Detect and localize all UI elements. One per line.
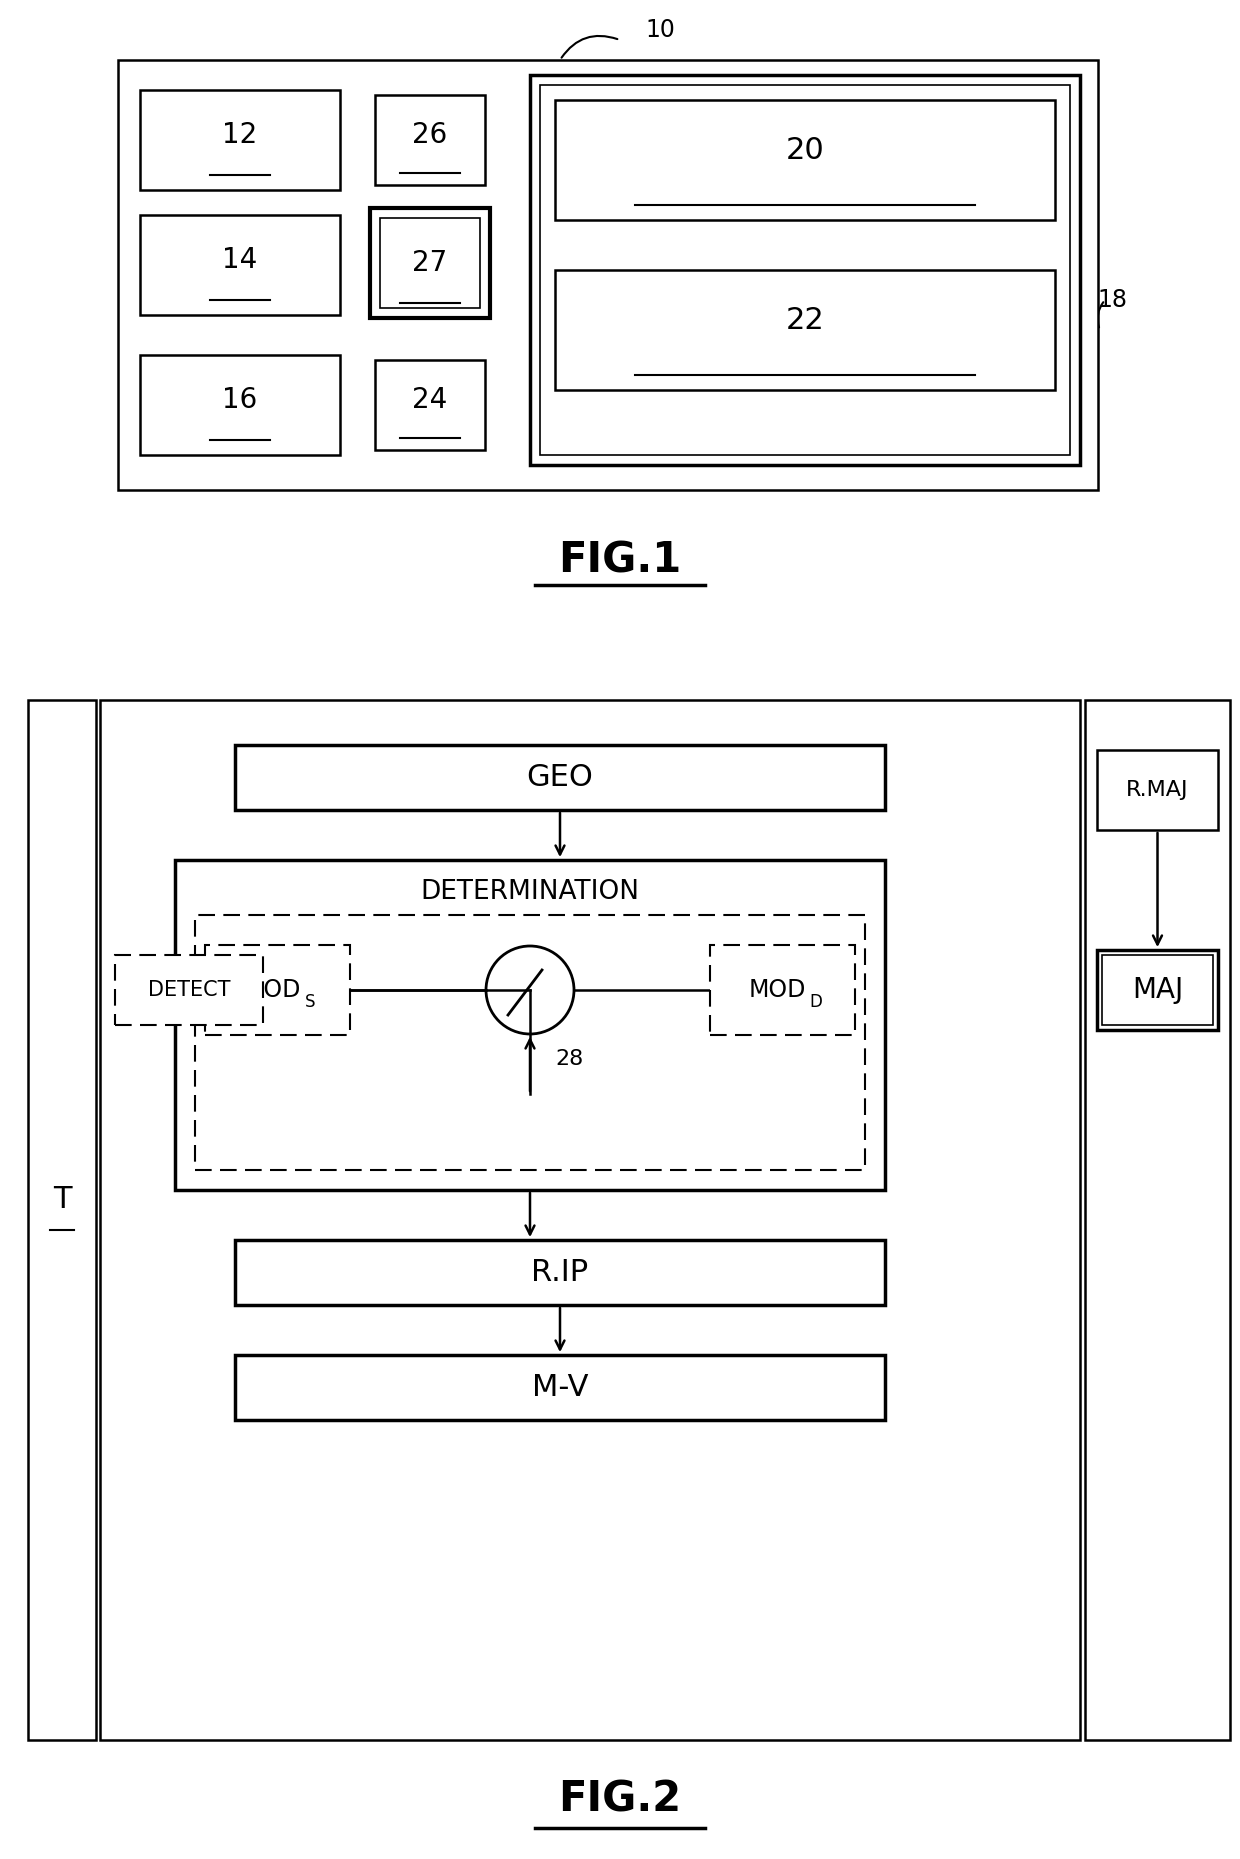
- Text: DETERMINATION: DETERMINATION: [420, 879, 640, 905]
- Text: 22: 22: [786, 305, 825, 335]
- Bar: [370, 208, 490, 318]
- Bar: [140, 89, 340, 190]
- Text: 10: 10: [645, 19, 675, 43]
- Bar: [115, 956, 263, 1024]
- Bar: [374, 361, 485, 450]
- Bar: [711, 944, 856, 1035]
- Bar: [140, 216, 340, 314]
- Text: FIG.2: FIG.2: [558, 1779, 682, 1822]
- Bar: [118, 59, 1097, 491]
- Text: D: D: [808, 993, 822, 1011]
- Bar: [205, 944, 350, 1035]
- Text: R.IP: R.IP: [532, 1259, 589, 1286]
- Bar: [100, 701, 1080, 1740]
- FancyArrowPatch shape: [562, 35, 618, 58]
- Bar: [140, 355, 340, 455]
- Text: R.MAJ: R.MAJ: [1126, 781, 1189, 799]
- Text: 28: 28: [556, 1048, 583, 1069]
- Bar: [374, 95, 485, 186]
- Bar: [1097, 950, 1218, 1030]
- Bar: [175, 861, 885, 1190]
- Text: MOD: MOD: [244, 978, 301, 1002]
- Text: MAJ: MAJ: [1132, 976, 1183, 1004]
- Bar: [236, 1240, 885, 1305]
- Bar: [236, 1355, 885, 1420]
- Bar: [556, 100, 1055, 219]
- Text: 24: 24: [413, 387, 448, 415]
- Text: M-V: M-V: [532, 1374, 588, 1402]
- Text: 12: 12: [222, 121, 258, 149]
- Bar: [379, 218, 480, 309]
- Bar: [29, 701, 95, 1740]
- Text: 26: 26: [413, 121, 448, 149]
- Text: DETECT: DETECT: [148, 980, 231, 1000]
- Bar: [529, 74, 1080, 465]
- Text: T: T: [53, 1186, 71, 1214]
- Bar: [195, 915, 866, 1169]
- Text: 14: 14: [222, 245, 258, 273]
- Text: S: S: [305, 993, 316, 1011]
- Text: FIG.1: FIG.1: [558, 539, 682, 582]
- Text: GEO: GEO: [527, 762, 594, 792]
- Bar: [539, 86, 1070, 455]
- Bar: [556, 270, 1055, 390]
- Bar: [236, 745, 885, 811]
- Text: 16: 16: [222, 387, 258, 415]
- FancyArrowPatch shape: [1097, 303, 1104, 327]
- Bar: [1102, 956, 1213, 1024]
- Text: MOD: MOD: [749, 978, 806, 1002]
- Text: 27: 27: [413, 249, 448, 277]
- Bar: [1085, 701, 1230, 1740]
- Bar: [1097, 749, 1218, 829]
- Text: 20: 20: [786, 136, 825, 164]
- Text: 18: 18: [1097, 288, 1127, 312]
